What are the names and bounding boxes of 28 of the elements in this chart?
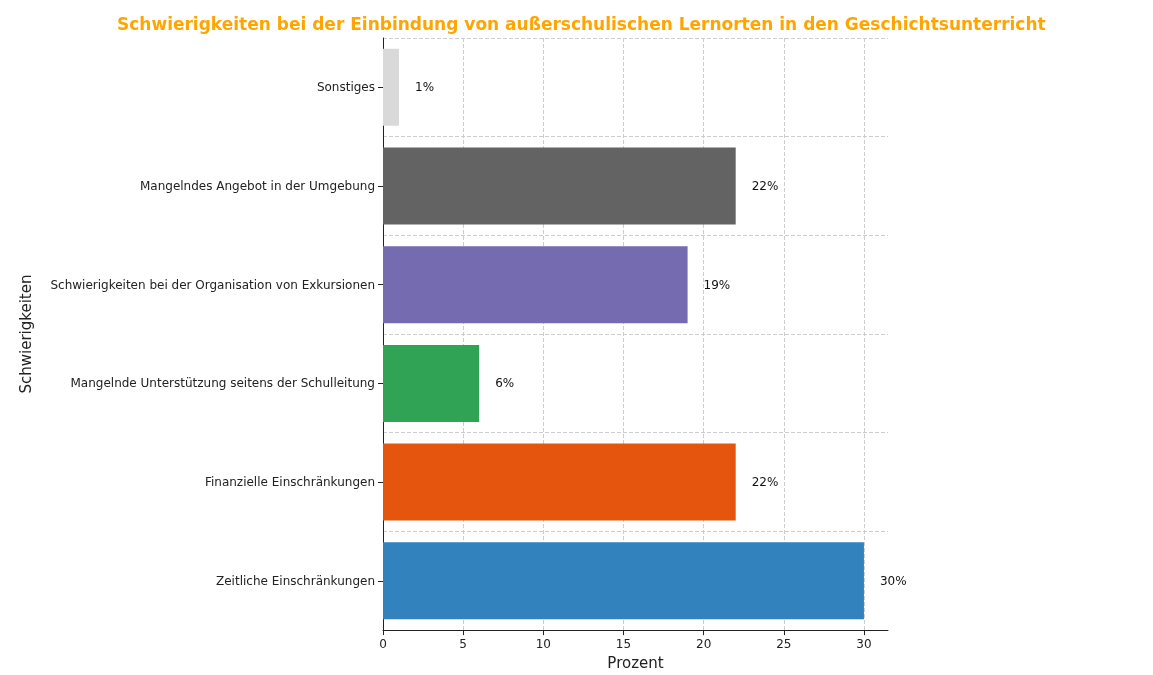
- y-tick-label: Mangelndes Angebot in der Umgebung: [139, 179, 375, 194]
- x-tick-label: 30: [856, 637, 872, 652]
- bar: [383, 344, 480, 422]
- x-tick-label: 15: [615, 637, 632, 652]
- data-label: 19%: [703, 277, 731, 292]
- x-tick-label: 25: [776, 637, 792, 652]
- data-label: 22%: [751, 179, 779, 194]
- data-label: 6%: [495, 376, 515, 391]
- x-axis-title: Prozent: [607, 653, 664, 672]
- y-tick-label: Schwierigkeiten bei der Organisation von Exkursionen: [50, 277, 375, 292]
- data-label: 30%: [879, 573, 907, 588]
- y-tick-label: Sonstiges: [316, 80, 375, 95]
- bar: [383, 443, 736, 521]
- y-tick-label: Finanzielle Einschränkungen: [204, 475, 375, 490]
- x-tick-label: 5: [459, 637, 467, 652]
- x-tick-label: 0: [379, 637, 387, 652]
- data-label: 1%: [415, 80, 435, 95]
- bar: [383, 147, 736, 225]
- y-axis-title: Schwierigkeiten: [16, 274, 35, 394]
- bar: [383, 48, 400, 126]
- x-tick-label: 10: [535, 637, 551, 652]
- y-tick-label: Zeitliche Einschränkungen: [216, 573, 375, 588]
- chart-title: Schwierigkeiten bei der Einbindung von außerschulischen Lernorten in den Geschichtsunterricht: [117, 13, 1046, 34]
- data-label: 22%: [751, 475, 779, 490]
- bar: [383, 246, 688, 324]
- y-tick-label: Mangelnde Unterstützung seitens der Schulleitung: [70, 376, 375, 391]
- bar: [383, 542, 864, 620]
- x-tick-label: 20: [695, 637, 712, 652]
